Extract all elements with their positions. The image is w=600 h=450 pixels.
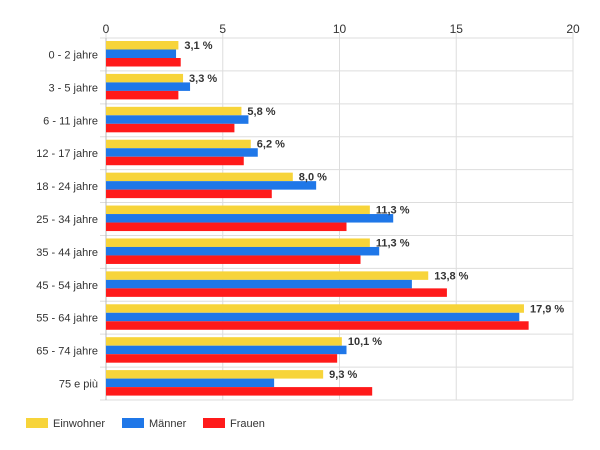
bar-einwohner: [106, 172, 293, 182]
category-label: 25 - 34 jahre: [36, 214, 98, 226]
bar-m-nner: [106, 82, 191, 91]
data-label: 11,3 %: [376, 205, 410, 217]
legend-swatch: [122, 418, 144, 428]
bar-frauen: [106, 387, 373, 396]
bar-einwohner: [106, 41, 179, 50]
bar-frauen: [106, 288, 447, 297]
bar-m-nner: [106, 148, 258, 157]
data-label: 9,3 %: [329, 369, 357, 381]
bar-frauen: [106, 354, 338, 363]
data-label: 3,3 %: [189, 73, 217, 85]
category-label: 75 e più: [59, 379, 98, 391]
category-label: 35 - 44 jahre: [36, 247, 98, 259]
bar-einwohner: [106, 106, 242, 116]
data-label: 17,9 %: [530, 303, 564, 315]
bar-einwohner: [106, 337, 342, 346]
data-label: 5,8 %: [247, 106, 275, 118]
x-tick-label: 0: [103, 22, 110, 36]
category-label: 18 - 24 jahre: [36, 181, 98, 193]
bar-m-nner: [106, 279, 412, 289]
legend-label: Frauen: [230, 418, 265, 430]
bar-frauen: [106, 58, 181, 67]
bar-m-nner: [106, 345, 347, 355]
category-label: 12 - 17 jahre: [36, 148, 98, 160]
bar-m-nner: [106, 214, 394, 223]
bar-frauen: [106, 255, 361, 264]
category-label: 55 - 64 jahre: [36, 313, 98, 325]
data-label: 10,1 %: [348, 336, 382, 348]
bar-m-nner: [106, 312, 520, 322]
bar-frauen: [106, 321, 529, 330]
legend-swatch: [203, 418, 225, 428]
bars: [106, 41, 529, 396]
category-label: 6 - 11 jahre: [43, 115, 98, 127]
data-label: 6,2 %: [257, 139, 285, 151]
bar-einwohner: [106, 139, 251, 149]
bar-einwohner: [106, 304, 524, 313]
data-labels: 3,1 % 3,3 % 5,8 % 6,2 % 8,0 % 11,3 % 11,3 % 13,…: [184, 40, 564, 381]
legend-label: Einwohner: [53, 418, 105, 430]
x-axis-ticks: 0 5 10 15 20: [103, 22, 580, 36]
bar-m-nner: [106, 246, 380, 256]
data-label: 3,1 %: [184, 40, 212, 52]
bar-m-nner: [106, 378, 275, 388]
x-tick-label: 15: [450, 22, 464, 36]
data-label: 8,0 %: [299, 172, 327, 184]
bar-einwohner: [106, 271, 429, 280]
bar-m-nner: [106, 181, 317, 190]
bar-einwohner: [106, 370, 324, 379]
category-label: 45 - 54 jahre: [36, 280, 98, 292]
bar-frauen: [106, 156, 244, 166]
category-label: 65 - 74 jahre: [36, 346, 98, 358]
bar-m-nner: [106, 49, 177, 58]
data-label: 11,3 %: [376, 237, 410, 249]
bar-einwohner: [106, 73, 184, 83]
bar-frauen: [106, 90, 179, 100]
legend-label: Männer: [149, 418, 187, 430]
category-label: 0 - 2 jahre: [48, 49, 98, 61]
x-tick-label: 10: [333, 22, 347, 36]
bar-einwohner: [106, 205, 370, 215]
data-label: 13,8 %: [434, 270, 468, 282]
bar-frauen: [106, 189, 272, 199]
legend: Einwohner Männer Frauen: [26, 418, 265, 430]
bar-frauen: [106, 222, 347, 232]
x-tick-label: 5: [219, 22, 226, 36]
x-tick-label: 20: [566, 22, 580, 36]
legend-swatch: [26, 418, 48, 428]
category-label: 3 - 5 jahre: [48, 82, 98, 94]
bar-einwohner: [106, 238, 370, 247]
category-labels: 0 - 2 jahre 3 - 5 jahre 6 - 11 jahre 12 - 1…: [36, 49, 98, 390]
bar-frauen: [106, 123, 235, 133]
bar-m-nner: [106, 115, 249, 124]
